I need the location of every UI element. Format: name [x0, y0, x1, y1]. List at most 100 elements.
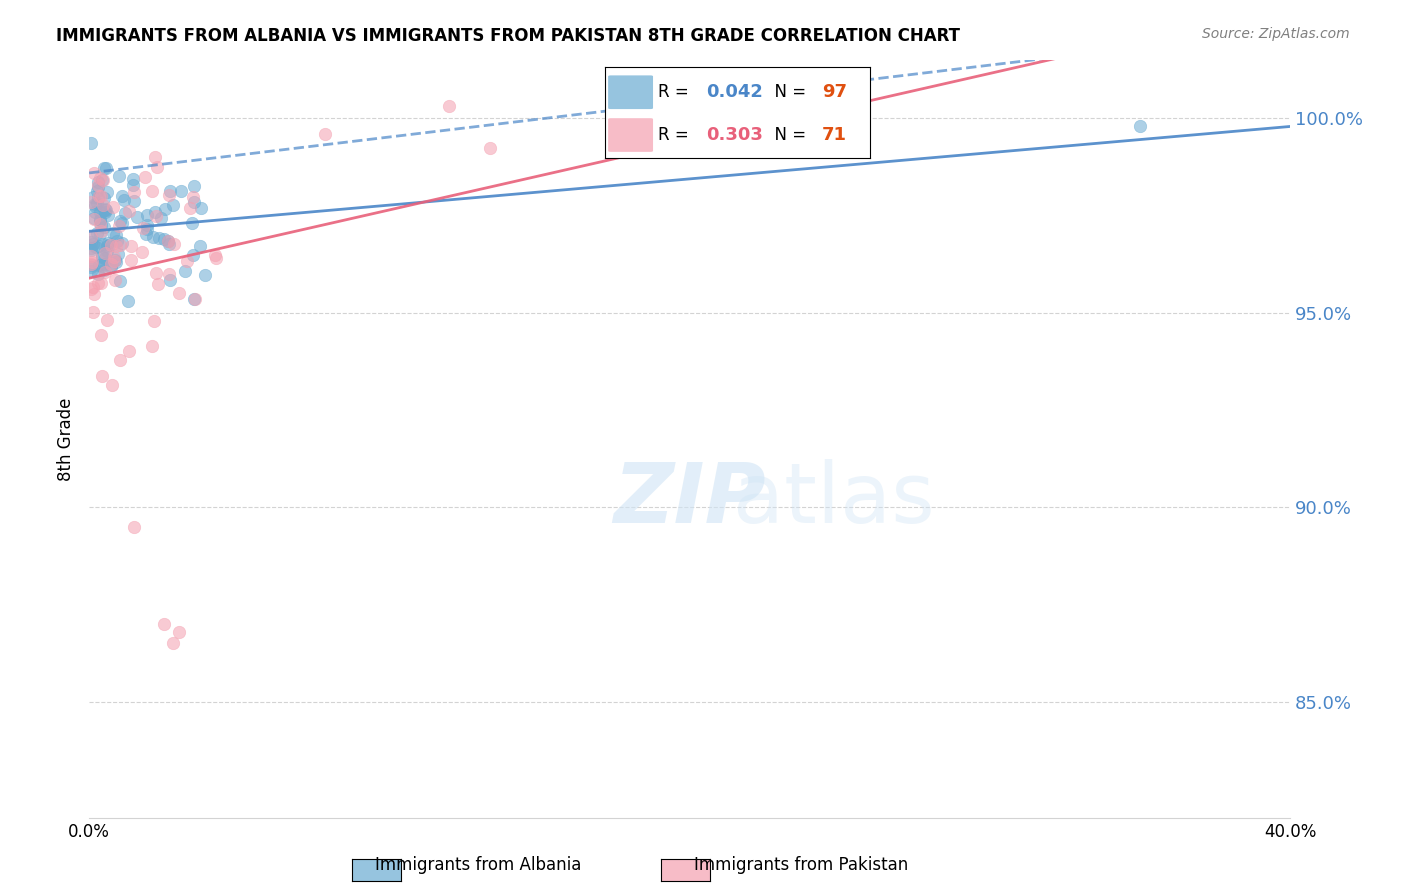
- Albania: [93, 220, 115, 235]
- Albania: [91, 237, 114, 252]
- Pakistan: [80, 282, 103, 296]
- Albania: [82, 258, 104, 272]
- Albania: [121, 178, 143, 192]
- Pakistan: [96, 313, 118, 327]
- Pakistan: [167, 285, 190, 300]
- Pakistan: [100, 238, 122, 252]
- Albania: [83, 197, 105, 211]
- Pakistan: [94, 265, 117, 279]
- Albania: [143, 205, 166, 219]
- Pakistan: [110, 352, 132, 367]
- Albania: [110, 216, 132, 230]
- Albania: [104, 253, 127, 268]
- Albania: [86, 195, 108, 210]
- Albania: [93, 202, 115, 217]
- Albania: [105, 234, 128, 248]
- Albania: [93, 161, 115, 175]
- Albania: [135, 227, 157, 241]
- Pakistan: [179, 201, 201, 215]
- Text: Immigrants from Pakistan: Immigrants from Pakistan: [695, 855, 908, 873]
- Albania: [156, 235, 179, 249]
- Pakistan: [82, 305, 104, 319]
- Albania: [79, 260, 101, 274]
- Albania: [89, 227, 111, 241]
- Albania: [103, 227, 125, 241]
- Albania: [188, 239, 211, 253]
- Pakistan: [90, 276, 112, 290]
- Albania: [107, 247, 129, 261]
- Albania: [90, 172, 112, 186]
- Pakistan: [120, 253, 142, 268]
- Albania: [94, 161, 117, 175]
- Pakistan: [90, 224, 112, 238]
- Pakistan: [87, 178, 110, 192]
- Pakistan: [163, 236, 186, 251]
- Pakistan: [204, 248, 226, 262]
- Pakistan: [82, 280, 104, 294]
- Pakistan: [79, 194, 101, 209]
- Pakistan: [104, 273, 127, 287]
- Albania: [87, 268, 110, 282]
- Albania: [96, 185, 118, 199]
- Pakistan: [89, 189, 111, 203]
- Pakistan: [479, 140, 502, 154]
- Text: ZIP: ZIP: [613, 459, 766, 541]
- Albania: [91, 249, 114, 263]
- Pakistan: [100, 257, 122, 271]
- Albania: [183, 178, 205, 193]
- Pakistan: [93, 245, 115, 260]
- Pakistan: [157, 267, 180, 281]
- Pakistan: [314, 127, 336, 141]
- Albania: [87, 239, 110, 253]
- Albania: [96, 239, 118, 253]
- Albania: [89, 212, 111, 227]
- Albania: [90, 219, 112, 233]
- Albania: [79, 230, 101, 244]
- Text: IMMIGRANTS FROM ALBANIA VS IMMIGRANTS FROM PAKISTAN 8TH GRADE CORRELATION CHART: IMMIGRANTS FROM ALBANIA VS IMMIGRANTS FR…: [56, 27, 960, 45]
- Text: Source: ZipAtlas.com: Source: ZipAtlas.com: [1202, 27, 1350, 41]
- Albania: [181, 216, 204, 230]
- Albania: [110, 189, 132, 203]
- Albania: [93, 251, 115, 265]
- Albania: [155, 202, 177, 216]
- Albania: [142, 230, 165, 244]
- Albania: [98, 237, 121, 252]
- Albania: [93, 257, 115, 271]
- Albania: [91, 260, 114, 274]
- Albania: [94, 205, 117, 219]
- Albania: [93, 191, 115, 205]
- Albania: [96, 244, 118, 259]
- Albania: [100, 258, 122, 272]
- Pakistan: [183, 292, 205, 306]
- Pakistan: [83, 287, 105, 301]
- Albania: [105, 254, 128, 268]
- Pakistan: [89, 217, 111, 231]
- Pakistan: [146, 277, 169, 291]
- Albania: [159, 184, 181, 198]
- Pakistan: [153, 616, 176, 631]
- Pakistan: [146, 160, 169, 174]
- Pakistan: [122, 519, 145, 533]
- Pakistan: [134, 170, 156, 185]
- Pakistan: [117, 343, 139, 358]
- Pakistan: [80, 229, 103, 244]
- Albania: [93, 262, 115, 277]
- Pakistan: [143, 150, 166, 164]
- Albania: [153, 231, 176, 245]
- Albania: [108, 274, 131, 288]
- Albania: [181, 248, 204, 262]
- Albania: [94, 202, 117, 217]
- Pakistan: [181, 190, 204, 204]
- Albania: [82, 190, 104, 204]
- Pakistan: [122, 185, 145, 199]
- Albania: [83, 199, 105, 213]
- Pakistan: [145, 266, 167, 280]
- Albania: [170, 185, 193, 199]
- Pakistan: [204, 251, 226, 265]
- Pakistan: [90, 188, 112, 202]
- Pakistan: [108, 219, 131, 233]
- Albania: [79, 235, 101, 249]
- Albania: [89, 258, 111, 272]
- Albania: [87, 175, 110, 189]
- Pakistan: [83, 166, 105, 180]
